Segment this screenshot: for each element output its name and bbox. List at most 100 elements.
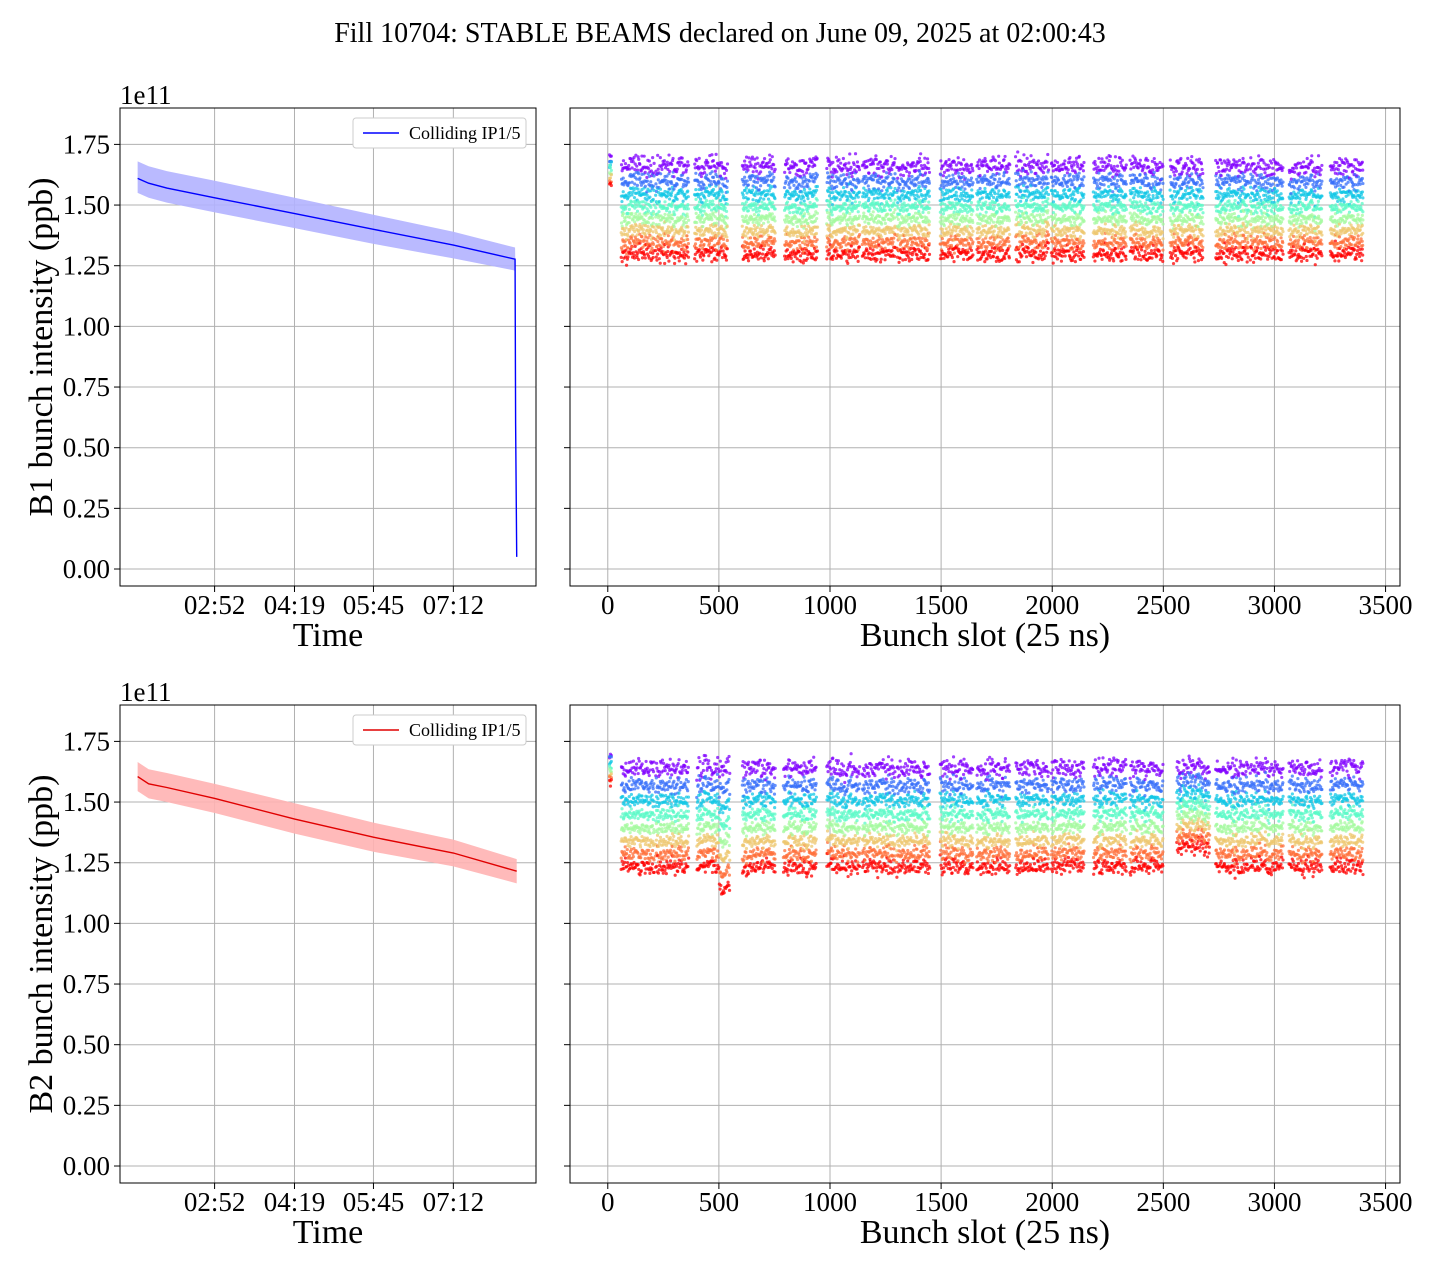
data-point bbox=[964, 207, 969, 211]
data-point bbox=[1068, 160, 1073, 164]
data-point bbox=[901, 173, 906, 178]
data-point bbox=[1007, 176, 1011, 181]
data-point bbox=[1008, 244, 1012, 248]
data-point bbox=[643, 218, 647, 223]
data-point bbox=[672, 187, 676, 191]
data-point bbox=[1002, 174, 1006, 178]
data-point bbox=[647, 159, 651, 163]
legend-box bbox=[352, 117, 527, 149]
data-point bbox=[910, 243, 914, 247]
data-point bbox=[893, 172, 897, 176]
data-point bbox=[847, 175, 851, 179]
data-point bbox=[752, 201, 757, 206]
data-point bbox=[766, 217, 770, 221]
data-point bbox=[649, 228, 653, 233]
data-point bbox=[700, 239, 704, 243]
data-point bbox=[635, 164, 639, 168]
data-point bbox=[955, 168, 960, 172]
data-point bbox=[722, 217, 726, 222]
data-point bbox=[1034, 241, 1038, 245]
data-point bbox=[978, 250, 982, 254]
data-point bbox=[785, 248, 790, 252]
data-point bbox=[1017, 168, 1021, 172]
data-point bbox=[751, 198, 755, 202]
data-point bbox=[803, 212, 807, 216]
data-point bbox=[746, 197, 751, 201]
data-point bbox=[645, 239, 649, 243]
data-point bbox=[995, 209, 999, 214]
data-point bbox=[969, 245, 973, 249]
data-point bbox=[746, 245, 751, 250]
data-point bbox=[956, 156, 960, 160]
data-point bbox=[1062, 162, 1066, 166]
data-point bbox=[743, 179, 747, 183]
data-point bbox=[983, 174, 987, 178]
data-point bbox=[1024, 198, 1029, 202]
data-point bbox=[686, 160, 690, 164]
data-point bbox=[649, 189, 653, 193]
data-point bbox=[896, 176, 900, 180]
data-point bbox=[1000, 209, 1004, 213]
data-point bbox=[867, 209, 871, 213]
data-point bbox=[907, 186, 912, 191]
data-point bbox=[827, 239, 832, 243]
data-point bbox=[812, 193, 816, 197]
data-point bbox=[885, 162, 889, 166]
data-point bbox=[744, 214, 748, 218]
data-point bbox=[804, 227, 809, 232]
data-point bbox=[748, 249, 753, 253]
data-point bbox=[672, 175, 676, 179]
data-point bbox=[702, 233, 706, 237]
data-point bbox=[754, 186, 759, 190]
data-point bbox=[759, 196, 763, 200]
data-point bbox=[1031, 165, 1035, 170]
data-point bbox=[1030, 219, 1034, 223]
data-point bbox=[922, 256, 926, 260]
data-point bbox=[914, 226, 918, 230]
data-point bbox=[680, 202, 685, 206]
data-point bbox=[702, 254, 706, 258]
data-point bbox=[740, 224, 744, 228]
data-point bbox=[979, 245, 984, 250]
data-point bbox=[686, 255, 691, 259]
data-point bbox=[686, 207, 690, 211]
data-point bbox=[717, 193, 721, 197]
data-point bbox=[672, 199, 676, 203]
data-point bbox=[991, 220, 996, 224]
data-point bbox=[686, 230, 691, 234]
data-point bbox=[996, 180, 1000, 184]
data-point bbox=[632, 196, 637, 200]
data-point bbox=[1035, 163, 1040, 167]
data-point bbox=[1007, 195, 1011, 199]
data-point bbox=[685, 212, 689, 216]
data-point bbox=[999, 235, 1003, 239]
data-point bbox=[992, 229, 996, 233]
data-point bbox=[772, 215, 776, 219]
data-point bbox=[773, 239, 777, 243]
data-point bbox=[993, 177, 997, 182]
data-point bbox=[770, 212, 774, 216]
data-point bbox=[846, 195, 850, 199]
data-point bbox=[830, 184, 834, 188]
data-point bbox=[625, 252, 629, 256]
data-point bbox=[1069, 220, 1073, 224]
data-point bbox=[707, 205, 711, 210]
data-point bbox=[640, 154, 644, 158]
data-point bbox=[750, 188, 755, 192]
data-point bbox=[827, 229, 831, 233]
data-point bbox=[1053, 213, 1058, 217]
data-point bbox=[926, 234, 930, 238]
data-point bbox=[609, 173, 613, 177]
data-point bbox=[683, 192, 687, 196]
data-point bbox=[969, 176, 974, 180]
data-point bbox=[683, 216, 687, 221]
data-point bbox=[658, 233, 663, 237]
data-point bbox=[741, 193, 745, 197]
data-point bbox=[710, 218, 714, 222]
data-point bbox=[751, 170, 755, 174]
data-point bbox=[661, 229, 665, 233]
data-point bbox=[744, 155, 749, 159]
data-point bbox=[654, 182, 658, 186]
data-point bbox=[713, 215, 717, 219]
data-point bbox=[651, 230, 655, 234]
